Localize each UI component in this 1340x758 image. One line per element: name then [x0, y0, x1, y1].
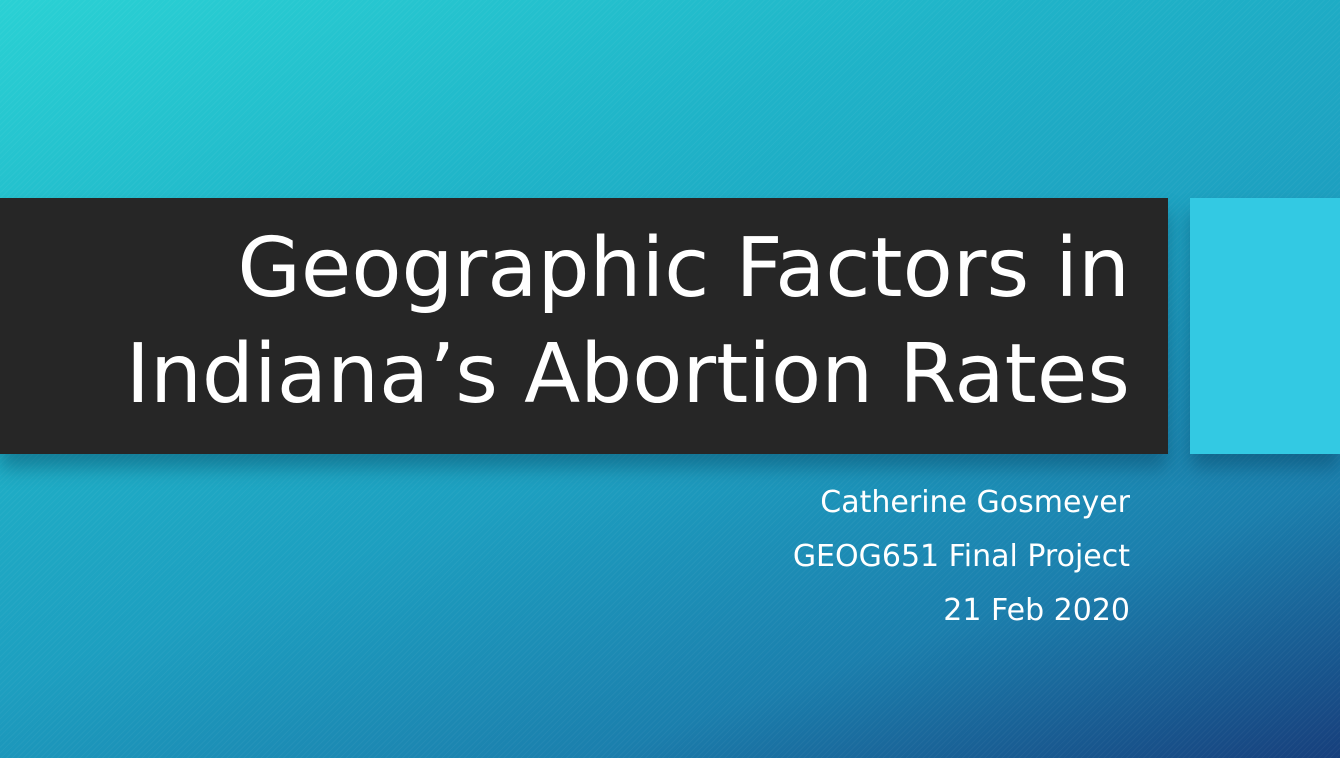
presentation-date: 21 Feb 2020: [943, 593, 1130, 628]
author-name: Catherine Gosmeyer: [820, 485, 1130, 520]
slide-title-line-2: Indiana’s Abortion Rates: [125, 327, 1130, 422]
course-project: GEOG651 Final Project: [792, 539, 1130, 574]
slide-subtitle[interactable]: Catherine Gosmeyer GEOG651 Final Project…: [793, 476, 1130, 638]
title-band: Geographic Factors in Indiana’s Abortion…: [0, 198, 1168, 454]
accent-block: [1190, 198, 1340, 454]
slide-title[interactable]: Geographic Factors in Indiana’s Abortion…: [126, 216, 1130, 428]
slide-title-line-1: Geographic Factors in: [237, 221, 1130, 316]
